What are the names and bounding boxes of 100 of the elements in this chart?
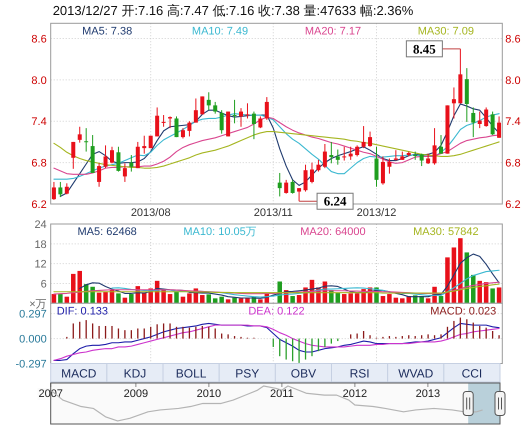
bar xyxy=(336,292,340,304)
candlestick xyxy=(329,141,334,164)
line-series xyxy=(60,103,500,197)
text: MA10: 7.49 xyxy=(192,25,248,38)
bar xyxy=(77,270,82,304)
candlestick xyxy=(194,98,198,124)
bar xyxy=(116,293,121,304)
candlestick xyxy=(426,153,430,164)
x-tick-label: 2011 xyxy=(270,388,294,400)
bar xyxy=(426,298,430,304)
x-tick-label: 2013/08 xyxy=(130,207,171,219)
bar xyxy=(122,298,128,304)
bar xyxy=(400,298,405,304)
candlestick xyxy=(336,149,340,166)
y-tick-label: -0.297 xyxy=(15,358,47,370)
candlestick xyxy=(452,86,456,119)
candlestick xyxy=(304,164,308,192)
x-tick-label: 2013/11 xyxy=(254,207,293,219)
text: WVAD xyxy=(398,366,434,380)
candlestick xyxy=(355,144,360,157)
chart-title: 2013/12/27 开:7.16 高:7.47 低:7.16 收:7.38 量:47633 幅:2.36% xyxy=(52,3,414,18)
candlestick xyxy=(155,106,160,137)
text: BOLL xyxy=(176,366,207,380)
bar xyxy=(438,296,444,304)
candlestick xyxy=(316,159,320,172)
bar xyxy=(52,294,56,304)
bar xyxy=(219,296,224,304)
candlestick xyxy=(162,114,166,128)
y-tick-label: 7.4 xyxy=(31,116,47,128)
candlestick xyxy=(252,111,256,140)
candlestick xyxy=(220,110,224,134)
bar xyxy=(496,287,502,304)
bar xyxy=(348,293,353,304)
y-tick-label: 6.2 xyxy=(31,199,47,211)
text: MA20: 64000 xyxy=(300,226,366,238)
candlestick xyxy=(104,144,108,169)
x-tick-label: 2009 xyxy=(124,388,148,400)
candlestick xyxy=(136,141,140,169)
candlestick xyxy=(78,126,82,144)
bar xyxy=(290,296,295,304)
candlestick xyxy=(148,135,153,149)
candlestick xyxy=(245,102,250,119)
candlestick xyxy=(290,179,295,194)
candlestick xyxy=(142,135,146,154)
candlestick xyxy=(180,128,185,139)
bar xyxy=(142,292,147,304)
candlestick xyxy=(297,188,302,202)
y2-tick-label: 8.6 xyxy=(505,33,521,46)
candlestick xyxy=(497,116,502,138)
bar xyxy=(342,294,346,304)
series-label: DEA: 0.122 xyxy=(248,305,305,318)
annotation: 8.45 xyxy=(412,41,436,56)
candlestick xyxy=(490,111,495,136)
candlestick xyxy=(413,151,418,160)
y-tick-label: 12 xyxy=(34,258,47,271)
candlestick xyxy=(387,158,392,174)
y-tick-label: 8.0 xyxy=(31,74,47,87)
bar xyxy=(380,296,386,304)
candlestick xyxy=(278,172,282,197)
bar xyxy=(168,294,172,304)
y-tick-label: 6.8 xyxy=(31,158,47,170)
candlestick xyxy=(174,116,179,138)
x-tick-label: 2013/12 xyxy=(356,207,396,219)
y-tick-label: 18 xyxy=(34,238,47,251)
text: MA20: 7.17 xyxy=(304,25,362,38)
candlestick xyxy=(322,143,327,169)
candlestick xyxy=(122,162,127,182)
y2-tick-label: 8.0 xyxy=(505,74,521,87)
bar xyxy=(232,298,237,304)
bar xyxy=(187,293,192,304)
y2-tick-label: 6.8 xyxy=(505,158,521,170)
y-tick-label: ×万 xyxy=(29,298,47,310)
candlestick xyxy=(239,108,244,128)
bar xyxy=(445,257,450,304)
candlestick xyxy=(206,92,211,111)
candlestick xyxy=(420,153,424,167)
text: MA30: 57842 xyxy=(413,226,479,238)
text: KDJ xyxy=(124,366,146,380)
series-label: MACD: 0.023 xyxy=(430,305,496,318)
candlestick xyxy=(200,96,204,115)
bar xyxy=(490,288,495,304)
text: RSI xyxy=(350,366,370,380)
annotation: 6.24 xyxy=(324,194,347,209)
candlestick xyxy=(187,120,192,137)
candlestick xyxy=(362,126,366,149)
candlestick xyxy=(168,116,172,129)
text: CCI xyxy=(462,366,482,380)
candlestick xyxy=(310,162,314,184)
bar xyxy=(58,294,63,304)
text: DIF: 0.133 xyxy=(56,305,108,318)
candlestick xyxy=(97,162,102,188)
candlestick xyxy=(52,181,56,200)
y-tick-label: 24 xyxy=(34,219,47,231)
x-tick-label: 2012 xyxy=(342,388,368,400)
bar xyxy=(212,298,218,304)
candlestick xyxy=(394,150,398,162)
bar xyxy=(387,294,392,304)
candlestick xyxy=(478,111,482,129)
candlestick xyxy=(264,96,269,120)
y-tick-label: 8.6 xyxy=(31,33,47,46)
